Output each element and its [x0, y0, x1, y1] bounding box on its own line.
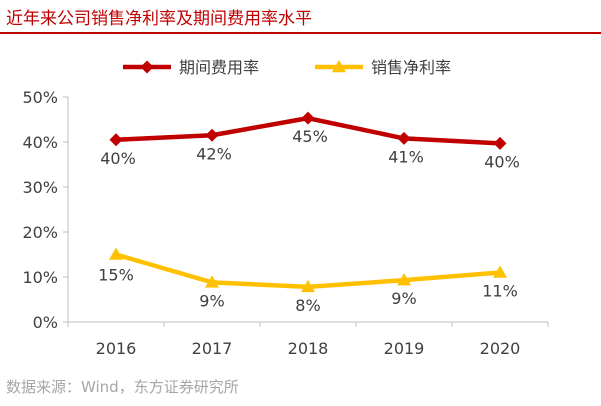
- legend-marker: [140, 60, 154, 74]
- data-labels: 40% 42% 45% 41% 40% 15% 9% 8% 9% 11%: [98, 127, 520, 315]
- chart-title: 近年来公司销售净利率及期间费用率水平: [6, 9, 312, 29]
- data-label: 40%: [484, 152, 520, 171]
- x-tick-label: 2018: [288, 339, 329, 358]
- legend-label: 销售净利率: [371, 58, 451, 77]
- data-label: 8%: [295, 296, 320, 315]
- title-underline: [0, 32, 601, 34]
- data-point: [493, 265, 507, 278]
- y-tick-label: 40%: [22, 133, 58, 152]
- x-tick-label: 2016: [96, 339, 137, 358]
- data-label: 9%: [391, 289, 416, 308]
- legend: 期间费用率 销售净利率: [123, 58, 451, 77]
- y-tick-label: 10%: [22, 268, 58, 287]
- y-tick-label: 0%: [33, 313, 58, 332]
- y-tick-label: 20%: [22, 223, 58, 242]
- data-label: 41%: [388, 147, 424, 166]
- data-label: 45%: [292, 127, 328, 146]
- data-point: [493, 136, 507, 150]
- data-label: 9%: [199, 291, 224, 310]
- data-label: 15%: [98, 266, 134, 285]
- x-tick-label: 2017: [192, 339, 233, 358]
- source-note: 数据来源：Wind，东方证券研究所: [6, 378, 239, 396]
- axes: 0% 10% 20% 30% 40% 50% 2016 2017 2018 2019 2020: [22, 88, 549, 358]
- y-tick-label: 30%: [22, 178, 58, 197]
- data-point: [205, 275, 219, 288]
- data-point: [205, 128, 219, 142]
- series-layer: [109, 111, 507, 293]
- legend-marker: [332, 60, 346, 73]
- y-tick-label: 50%: [22, 88, 58, 107]
- data-point: [397, 273, 411, 286]
- data-point: [397, 131, 411, 145]
- data-point: [301, 279, 315, 293]
- data-label: 40%: [100, 149, 136, 168]
- data-label: 42%: [196, 144, 232, 163]
- data-label: 11%: [482, 282, 518, 301]
- x-tick-label: 2019: [384, 339, 425, 358]
- data-point: [301, 111, 315, 125]
- legend-label: 期间费用率: [179, 58, 259, 77]
- data-point: [109, 247, 123, 260]
- data-point: [109, 133, 123, 147]
- x-tick-label: 2020: [480, 339, 521, 358]
